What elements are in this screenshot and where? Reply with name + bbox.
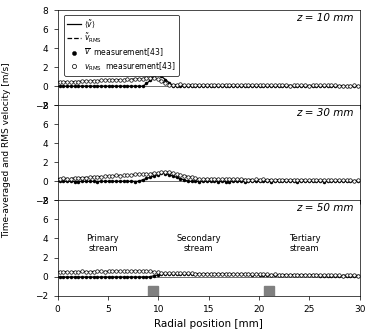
Text: z = 50 mm: z = 50 mm xyxy=(296,203,354,213)
Bar xyxy=(148,286,158,296)
Text: z = 30 mm: z = 30 mm xyxy=(296,108,354,118)
Text: Primary
stream: Primary stream xyxy=(86,234,119,253)
X-axis label: Radial position [mm]: Radial position [mm] xyxy=(154,319,263,329)
Text: Tertiary
stream: Tertiary stream xyxy=(289,234,320,253)
Legend: $\langle\tilde{v}\rangle$, $\tilde{v}_{\mathrm{RMS}}$, $\overline{v}$  measureme: $\langle\tilde{v}\rangle$, $\tilde{v}_{\… xyxy=(64,15,179,76)
Text: Secondary
stream: Secondary stream xyxy=(176,234,221,253)
Bar xyxy=(264,286,274,296)
Text: Time-averaged and RMS velocity [m/s]: Time-averaged and RMS velocity [m/s] xyxy=(2,62,11,238)
Text: z = 10 mm: z = 10 mm xyxy=(296,13,354,23)
